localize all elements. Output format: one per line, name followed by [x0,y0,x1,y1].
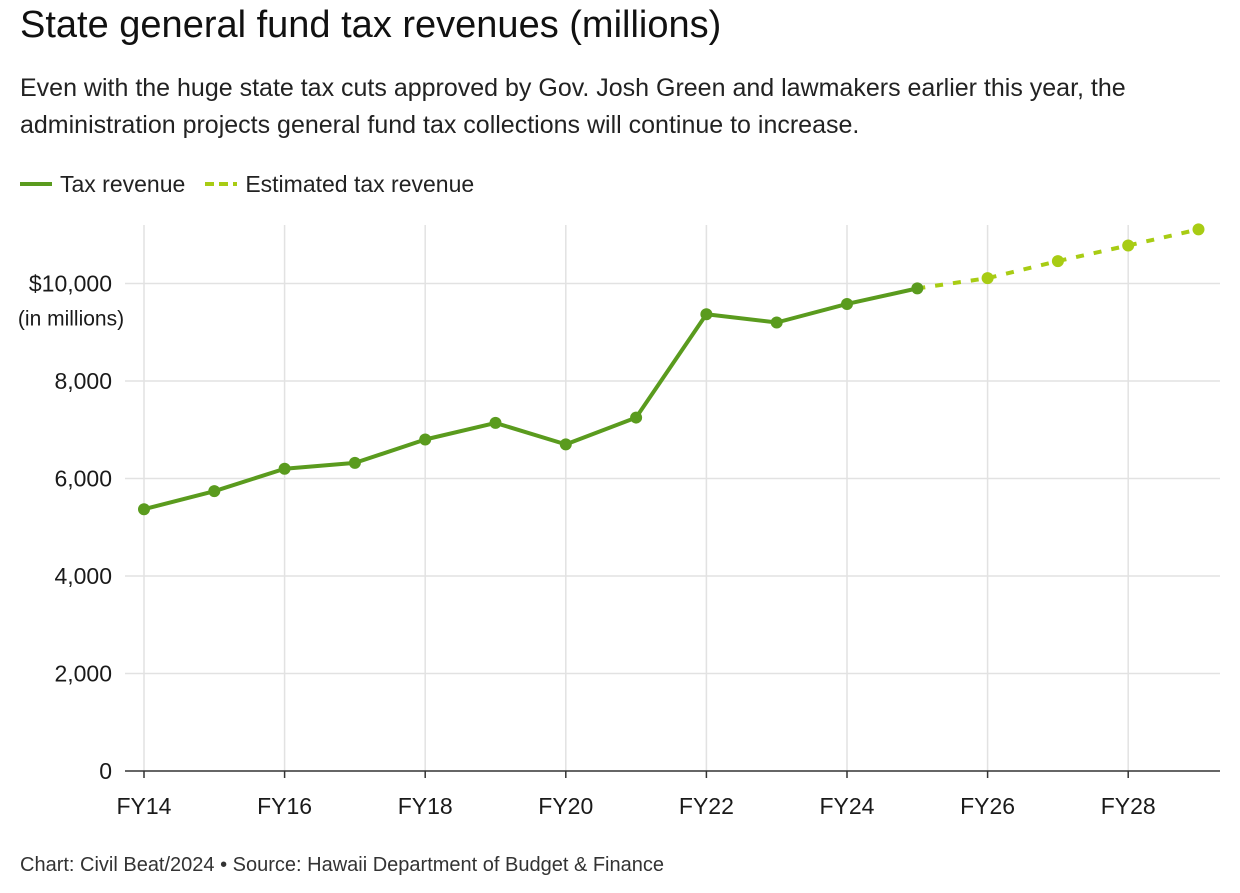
tax-revenue-data-point [841,297,853,310]
legend-swatch-dashed [205,182,238,186]
tax-revenue-data-point [911,282,924,295]
x-tick-label: FY26 [960,793,1015,819]
tax-revenue-data-point [419,433,432,446]
tax-revenue-data-point [559,438,572,451]
tax-revenue-data-point [489,416,502,429]
estimated-data-point [1192,223,1205,236]
axis-layer [125,770,1220,778]
legend-item-tax-revenue: Tax revenue [20,171,185,198]
tax-revenue-data-point [208,485,221,498]
legend: Tax revenue Estimated tax revenue [20,170,494,198]
tax-revenue-data-point [630,411,643,424]
chart-footer: Chart: Civil Beat/2024 • Source: Hawaii … [20,854,664,876]
legend-label-tax-revenue: Tax revenue [60,170,186,197]
label-layer: FY14 FY16 FY18 FY20 FY22 FY24 FY26 FY28 0 2,000 4,… [18,271,1156,820]
legend-swatch-solid [20,182,52,186]
chart-subtitle: Even with the huge state tax cuts approv… [20,74,1126,139]
y-tick-label: 0 [99,758,112,784]
tax-revenue-line [142,286,920,512]
y-axis-unit-label: (in millions) [18,308,124,331]
estimated-tax-revenue-line [917,227,1199,291]
tax-revenue-data-point [278,462,291,475]
legend-label-estimated-tax-revenue: Estimated tax revenue [245,170,475,197]
x-tick-label: FY20 [538,793,593,819]
x-tick-label: FY16 [257,793,312,819]
x-tick-label: FY22 [679,793,734,819]
tax-revenue-data-point [348,456,361,469]
tax-revenue-data-point [770,316,783,329]
legend-item-estimated-tax-revenue: Estimated tax revenue [205,171,474,198]
x-tick-label: FY14 [117,793,172,819]
y-tick-label: 4,000 [54,563,112,589]
tax-revenue-data-point [138,503,150,516]
x-tick-label: FY24 [820,793,875,819]
y-tick-label: 6,000 [54,466,112,492]
estimated-data-point [981,272,994,285]
estimated-data-point [1051,255,1064,268]
tax-revenue-data-point [700,308,713,321]
y-tick-label: 2,000 [54,661,112,687]
chart-title: State general fund tax revenues (million… [20,4,722,46]
x-tick-label: FY28 [1101,793,1156,819]
series-layer [138,223,1205,516]
estimated-data-point [1122,239,1135,252]
y-tick-label: 8,000 [54,368,112,394]
y-tick-label: $10,000 [29,271,112,297]
x-tick-label: FY18 [398,793,453,819]
grid-layer [125,225,1220,771]
